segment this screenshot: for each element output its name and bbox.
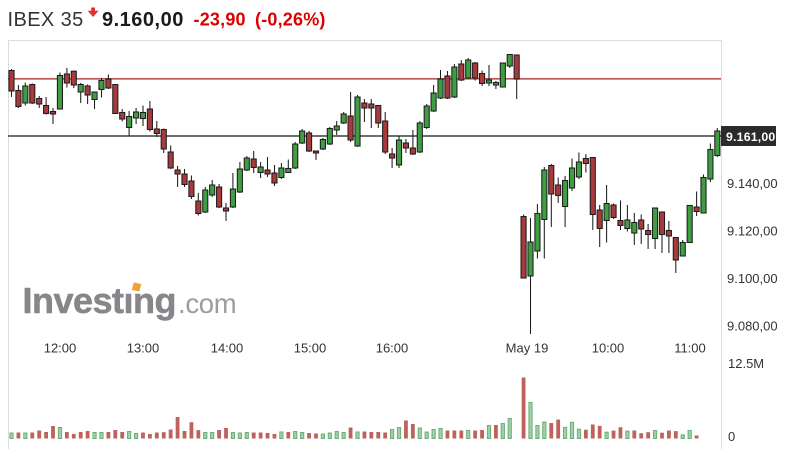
- svg-text:16:00: 16:00: [376, 341, 409, 356]
- svg-text:13:00: 13:00: [127, 341, 160, 356]
- svg-text:9.100,00: 9.100,00: [727, 271, 778, 286]
- svg-text:12:00: 12:00: [44, 341, 77, 356]
- svg-text:14:00: 14:00: [211, 341, 244, 356]
- svg-text:15:00: 15:00: [294, 341, 327, 356]
- svg-text:12.5M: 12.5M: [728, 356, 764, 371]
- svg-text:.com: .com: [178, 288, 236, 319]
- svg-text:9.120,00: 9.120,00: [727, 224, 778, 239]
- svg-text:May 19: May 19: [506, 341, 549, 356]
- svg-text:0: 0: [728, 429, 735, 444]
- svg-text:9.161,00: 9.161,00: [726, 130, 775, 144]
- svg-text:11:00: 11:00: [674, 341, 706, 356]
- svg-text:-23,90: -23,90: [194, 10, 246, 30]
- svg-text:9.140,00: 9.140,00: [727, 176, 778, 191]
- svg-text:IBEX 35: IBEX 35: [8, 9, 84, 31]
- svg-text:Investıng: Investıng: [23, 280, 177, 321]
- svg-text:9.080,00: 9.080,00: [727, 319, 778, 334]
- svg-text:(-0,26%): (-0,26%): [255, 10, 326, 30]
- svg-text:9.160,00: 9.160,00: [102, 9, 184, 31]
- svg-text:10:00: 10:00: [592, 341, 625, 356]
